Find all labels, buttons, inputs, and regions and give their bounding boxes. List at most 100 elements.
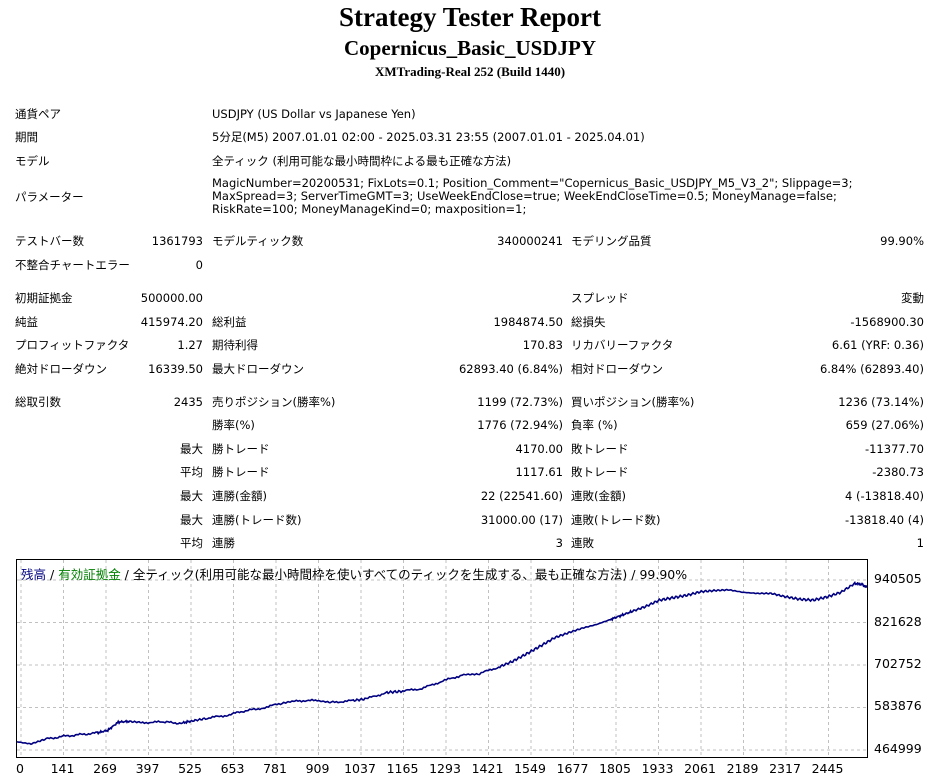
max-word-1: 最大 — [180, 442, 203, 456]
expert-name: Copernicus_Basic_USDJPY — [343, 36, 596, 60]
recovery-value: 6.61 (YRF: 0.36) — [831, 338, 924, 352]
legend-sep-2: / — [120, 567, 133, 582]
legend-sep-1: / — [46, 567, 59, 582]
x-tick-label: 2189 — [726, 761, 759, 776]
model-value: 全ティック (利用可能な最小時間枠による最も正確な方法) — [212, 154, 512, 168]
avg-loss-value: -2380.73 — [872, 465, 924, 479]
expected-value: 170.83 — [522, 338, 563, 352]
short-label: 売りポジション(勝率%) — [212, 395, 336, 409]
x-tick-label: 781 — [263, 761, 287, 776]
x-tick-label: 653 — [220, 761, 245, 776]
legend-balance: 残高 — [21, 567, 47, 582]
params-label: パラメーター — [15, 190, 84, 204]
chart-legend: 残高 / 有効証拠金 / 全ティック(利用可能な最小時間枠を使いすべてのティック… — [21, 564, 687, 583]
avg-word-2: 平均 — [180, 536, 203, 550]
spread-label: スプレッド — [571, 291, 629, 305]
mismatch-label: 不整合チャートエラー — [15, 258, 130, 272]
recovery-label: リカバリーファクタ — [571, 338, 674, 352]
winrate-value: 1776 (72.94%) — [477, 418, 563, 432]
pf-value: 1.27 — [177, 338, 203, 352]
net-label: 純益 — [15, 315, 38, 329]
avg-win-value: 1117.61 — [515, 465, 563, 479]
max-win-value: 4170.00 — [515, 442, 563, 456]
x-tick-label: 2445 — [811, 761, 844, 776]
balance-line — [16, 581, 868, 746]
gross-profit-label: 総利益 — [212, 315, 247, 329]
avg-word-1: 平均 — [180, 465, 203, 479]
bars-value: 1361793 — [151, 234, 203, 248]
x-tick-label: 1805 — [599, 761, 631, 776]
long-value: 1236 (73.14%) — [838, 395, 924, 409]
max-word-2: 最大 — [180, 489, 203, 503]
deposit-label: 初期証拠金 — [15, 291, 73, 305]
legend-equity: 有効証拠金 — [58, 567, 121, 582]
x-tick-label: 269 — [93, 761, 117, 776]
max-loss-label: 敗トレード — [571, 442, 629, 456]
max-dd-value: 62893.40 (6.84%) — [458, 362, 563, 376]
max-loss-value: -11377.70 — [864, 442, 924, 456]
consec-loss-cnt-label: 連敗(トレード数) — [571, 513, 661, 527]
bars-label: テストバー数 — [15, 234, 84, 248]
balance-chart — [16, 559, 868, 758]
quality-label: モデリング品質 — [571, 234, 652, 248]
consec-win-cnt-label: 連勝(トレード数) — [212, 513, 302, 527]
avg-consec-win-label: 連勝 — [212, 536, 235, 550]
abs-dd-label: 絶対ドローダウン — [15, 362, 107, 376]
pf-label: プロフィットファクタ — [15, 338, 130, 352]
consec-win-amt-label: 連勝(金額) — [212, 489, 267, 503]
consec-loss-cnt-value: -13818.40 (4) — [845, 513, 924, 527]
pair-label: 通貨ペア — [15, 107, 61, 121]
avg-consec-loss-value: 1 — [916, 536, 924, 550]
spread-value: 変動 — [901, 291, 924, 305]
abs-dd-value: 16339.50 — [148, 362, 203, 376]
x-tick-label: 1037 — [344, 761, 376, 776]
long-label: 買いポジション(勝率%) — [571, 395, 695, 409]
consec-loss-amt-value: 4 (-13818.40) — [845, 489, 924, 503]
quality-value: 99.90% — [880, 234, 924, 248]
x-tick-label: 1421 — [471, 761, 504, 776]
consec-loss-amt-label: 連敗(金額) — [571, 489, 626, 503]
consec-win-cnt-value: 31000.00 (17) — [480, 513, 563, 527]
avg-consec-loss-label: 連敗 — [571, 536, 594, 550]
gross-loss-value: -1568900.30 — [850, 315, 924, 329]
params-value: MagicNumber=20200531; FixLots=0.1; Posit… — [212, 176, 853, 216]
trades-value: 2435 — [173, 395, 203, 409]
x-tick-label: 1293 — [429, 761, 461, 776]
gross-loss-label: 総損失 — [571, 315, 606, 329]
consec-win-amt-value: 22 (22541.60) — [480, 489, 563, 503]
x-tick-label: 1549 — [514, 761, 546, 776]
y-tick-label: 940505 — [874, 571, 922, 586]
y-tick-label: 464999 — [874, 741, 922, 756]
period-label: 期間 — [15, 130, 38, 144]
x-tick-label: 397 — [135, 761, 160, 776]
trades-label: 総取引数 — [15, 395, 61, 409]
ticks-value: 340000241 — [497, 234, 563, 248]
x-tick-label: 2061 — [684, 761, 716, 776]
legend-model: 全ティック(利用可能な最小時間枠を使いすべてのティックを生成する、最も正確な方法… — [132, 567, 628, 582]
avg-consec-win-value: 3 — [555, 536, 563, 550]
x-tick-label: 141 — [50, 761, 75, 776]
x-tick-label: 0 — [16, 761, 24, 776]
model-label: モデル — [15, 154, 50, 168]
max-word-3: 最大 — [180, 513, 203, 527]
y-tick-label: 821628 — [874, 613, 922, 629]
ticks-label: モデルティック数 — [212, 234, 304, 248]
legend-sep-3: / — [627, 567, 640, 582]
deposit-value: 500000.00 — [140, 291, 203, 305]
max-dd-label: 最大ドローダウン — [212, 362, 304, 376]
balance-chart-plot — [16, 560, 868, 757]
x-tick-label: 1933 — [641, 761, 674, 776]
lossrate-label: 負率 (%) — [571, 418, 618, 432]
expected-label: 期待利得 — [212, 338, 258, 352]
period-value: 5分足(M5) 2007.01.01 02:00 - 2025.03.31 23… — [212, 130, 645, 144]
gross-profit-value: 1984874.50 — [493, 315, 563, 329]
avg-loss-label: 敗トレード — [571, 465, 629, 479]
net-value: 415974.20 — [140, 315, 203, 329]
x-tick-label: 1165 — [386, 761, 419, 776]
x-tick-label: 2317 — [769, 761, 801, 776]
pair-value: USDJPY (US Dollar vs Japanese Yen) — [212, 107, 416, 121]
rel-dd-value: 6.84% (62893.40) — [819, 362, 924, 376]
y-tick-label: 583876 — [874, 698, 922, 714]
mismatch-value: 0 — [195, 258, 203, 272]
max-win-label: 勝トレード — [212, 442, 270, 456]
